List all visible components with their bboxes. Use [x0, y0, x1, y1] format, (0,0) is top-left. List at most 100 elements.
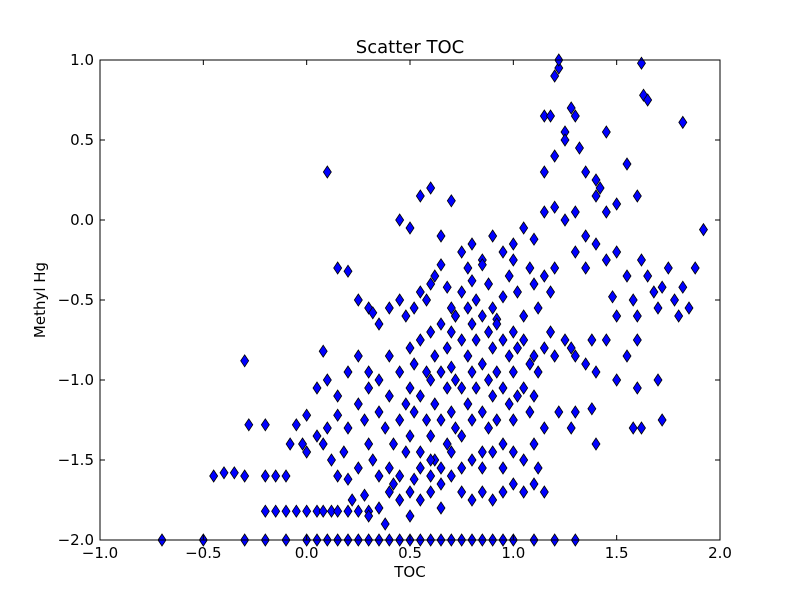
y-tick-label: 1.0 — [70, 51, 94, 69]
scatter-point — [570, 349, 580, 363]
scatter-point — [581, 229, 591, 243]
scatter-point — [632, 309, 642, 323]
scatter-point — [504, 269, 514, 283]
scatter-point — [529, 277, 539, 291]
scatter-point — [395, 413, 405, 427]
scatter-point — [442, 341, 452, 355]
scatter-point — [463, 261, 473, 275]
scatter-point — [498, 333, 508, 347]
scatter-point — [591, 189, 601, 203]
y-tick-label: 0.5 — [70, 131, 94, 149]
scatter-point — [442, 437, 452, 451]
scatter-point — [450, 373, 460, 387]
scatter-point — [426, 325, 436, 339]
scatter-point — [436, 413, 446, 427]
scatter-point — [670, 293, 680, 307]
scatter-point — [446, 325, 456, 339]
scatter-point — [426, 453, 436, 467]
scatter-point — [498, 461, 508, 475]
scatter-point — [663, 261, 673, 275]
scatter-point — [384, 485, 394, 499]
scatter-point — [326, 504, 336, 518]
scatter-point — [374, 469, 384, 483]
scatter-point — [539, 205, 549, 219]
scatter-point — [380, 421, 390, 435]
scatter-point — [591, 173, 601, 187]
scatter-point — [380, 517, 390, 531]
scatter-point — [312, 381, 322, 395]
x-tick-label: 1.5 — [605, 544, 629, 562]
scatter-point — [612, 245, 622, 259]
plot-area — [100, 60, 720, 540]
scatter-point — [539, 165, 549, 179]
scatter-point — [395, 469, 405, 483]
scatter-point — [550, 149, 560, 163]
scatter-point — [457, 461, 467, 475]
scatter-point — [240, 354, 250, 368]
scatter-point — [260, 504, 270, 518]
scatter-point — [628, 421, 638, 435]
scatter-point — [504, 397, 514, 411]
scatter-point — [405, 381, 415, 395]
scatter-point — [678, 280, 688, 294]
scatter-point — [364, 365, 374, 379]
scatter-point — [674, 309, 684, 323]
scatter-point — [550, 261, 560, 275]
scatter-point — [508, 413, 518, 427]
scatter-point — [446, 469, 456, 483]
scatter-point — [442, 381, 452, 395]
scatter-point — [395, 365, 405, 379]
scatter-point — [508, 253, 518, 267]
scatter-point — [560, 133, 570, 147]
scatter-point — [364, 509, 374, 523]
scatter-point — [632, 189, 642, 203]
scatter-point — [492, 365, 502, 379]
scatter-point — [401, 445, 411, 459]
scatter-point — [374, 405, 384, 419]
scatter-point — [415, 285, 425, 299]
scatter-point — [684, 301, 694, 315]
scatter-point — [533, 461, 543, 475]
scatter-point — [442, 280, 452, 294]
scatter-point — [488, 445, 498, 459]
scatter-point — [622, 349, 632, 363]
scatter-point — [601, 125, 611, 139]
scatter-point — [554, 61, 564, 75]
scatter-point — [457, 333, 467, 347]
scatter-point — [446, 405, 456, 419]
scatter-point — [364, 437, 374, 451]
scatter-point — [405, 509, 415, 523]
scatter-point — [405, 429, 415, 443]
scatter-point — [581, 357, 591, 371]
scatter-point — [426, 469, 436, 483]
scatter-point — [484, 325, 494, 339]
scatter-point — [409, 357, 419, 371]
scatter-point — [436, 229, 446, 243]
scatter-point — [643, 269, 653, 283]
scatter-point — [384, 389, 394, 403]
scatter-point — [484, 277, 494, 291]
scatter-point — [401, 309, 411, 323]
scatter-point — [436, 317, 446, 331]
scatter-point — [302, 504, 312, 518]
scatter-point — [574, 141, 584, 155]
scatter-point — [343, 421, 353, 435]
scatter-point — [566, 421, 576, 435]
scatter-point — [492, 413, 502, 427]
scatter-point — [405, 341, 415, 355]
scatter-point — [570, 245, 580, 259]
scatter-point — [446, 194, 456, 208]
scatter-point — [508, 445, 518, 459]
scatter-point — [457, 381, 467, 395]
scatter-point — [488, 493, 498, 507]
scatter-point — [519, 485, 529, 499]
y-axis-label: Methyl Hg — [31, 262, 49, 338]
y-tick-label: 0.0 — [70, 211, 94, 229]
scatter-point — [581, 165, 591, 179]
scatter-point — [426, 277, 436, 291]
scatter-point — [436, 501, 446, 515]
scatter-point — [601, 333, 611, 347]
scatter-point — [281, 504, 291, 518]
scatter-point — [529, 389, 539, 403]
